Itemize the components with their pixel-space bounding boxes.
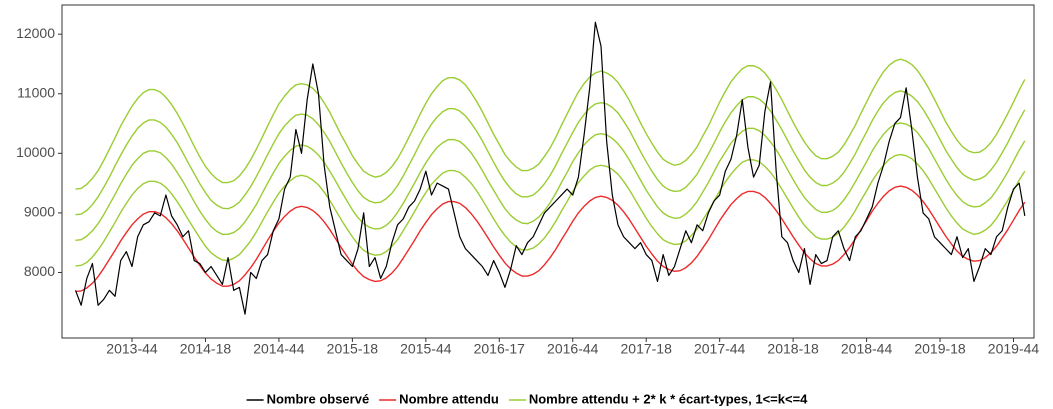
series-line [74, 21, 1026, 315]
legend-label: Nombre observé [267, 391, 370, 406]
plot-border [61, 4, 1035, 339]
legend-item: Nombre observé [246, 391, 370, 406]
legend-label: Nombre attendu + 2* k * écart-types, 1<=… [529, 391, 808, 406]
x-tick-label: 2015-18 [327, 341, 379, 357]
y-tick-label: 10000 [16, 144, 55, 160]
x-tick-label: 2019-18 [914, 341, 966, 357]
y-tick-label: 12000 [16, 25, 55, 41]
x-tick-label: 2018-44 [841, 341, 893, 357]
legend-label: Nombre attendu [399, 391, 499, 406]
series-line [75, 122, 1026, 241]
x-tick-label: 2014-18 [180, 341, 232, 357]
series-line [75, 153, 1026, 267]
x-tick-label: 2014-44 [253, 341, 305, 357]
x-tick-label: 2017-44 [694, 341, 746, 357]
series-line [75, 58, 1026, 190]
x-tick-label: 2013-44 [106, 341, 158, 357]
series-line [75, 90, 1026, 216]
y-tick-label: 11000 [17, 84, 55, 100]
x-tick-label: 2015-44 [400, 341, 452, 357]
x-tick-label: 2019-44 [988, 341, 1040, 357]
x-tick-label: 2016-44 [547, 341, 599, 357]
y-tick-label: 8000 [24, 263, 55, 279]
series-line [75, 185, 1026, 293]
x-tick-label: 2016-17 [474, 341, 526, 357]
legend: Nombre observé Nombre attendu Nombre atten… [246, 391, 808, 406]
y-tick-label: 9000 [24, 204, 55, 220]
x-tick-label: 2018-18 [767, 341, 819, 357]
x-tick-label: 2017-18 [621, 341, 673, 357]
legend-item: Nombre attendu + 2* k * écart-types, 1<=… [508, 391, 808, 406]
legend-item: Nombre attendu [379, 391, 499, 406]
